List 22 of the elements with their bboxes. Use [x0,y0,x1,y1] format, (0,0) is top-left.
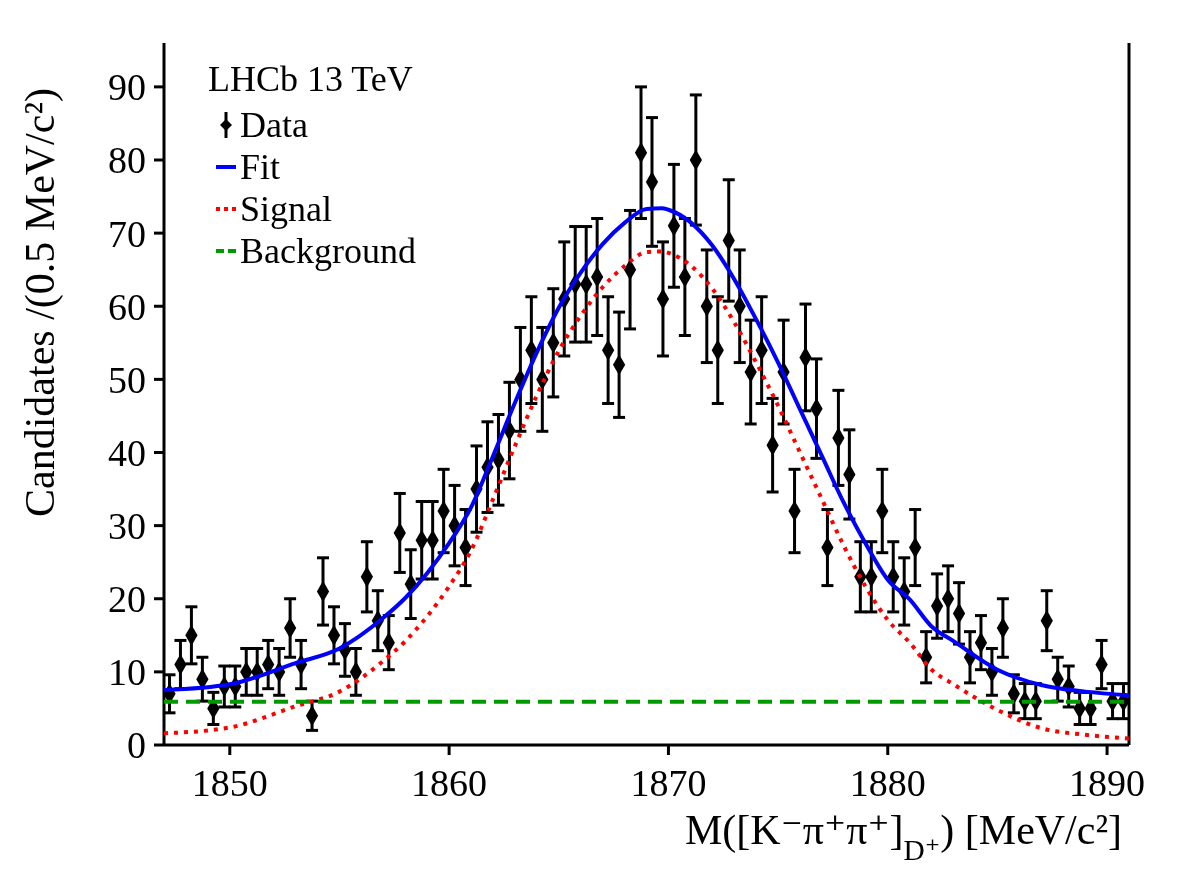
legend-label: Background [240,230,416,272]
y-axis-title: Candidates /(0.5 MeV/c²) [17,88,64,517]
y-tick-label: 40 [108,431,146,474]
x-tick-label: 1870 [630,761,707,804]
legend-title: LHCb 13 TeV [208,58,414,100]
x-tick-label: 1880 [849,761,926,804]
y-tick-label: 30 [108,505,146,548]
y-tick-label: 10 [108,651,146,694]
x-tick-label: 1890 [1069,761,1146,804]
legend-label: Fit [240,146,281,188]
y-tick-label: 80 [108,139,146,182]
y-tick-label: 90 [108,66,146,109]
y-tick-label: 60 [108,285,146,328]
y-tick-label: 0 [127,724,146,767]
x-tick-label: 1850 [191,761,268,804]
y-tick-label: 20 [108,578,146,621]
y-tick-label: 70 [108,212,146,255]
legend-label: Signal [240,188,333,230]
legend-label: Data [240,104,308,146]
x-tick-label: 1860 [411,761,488,804]
y-tick-label: 50 [108,358,146,401]
x-axis-title: M([K⁻π⁺π⁺]$_{D⁺}$) [MeV/c²] [685,807,1122,866]
